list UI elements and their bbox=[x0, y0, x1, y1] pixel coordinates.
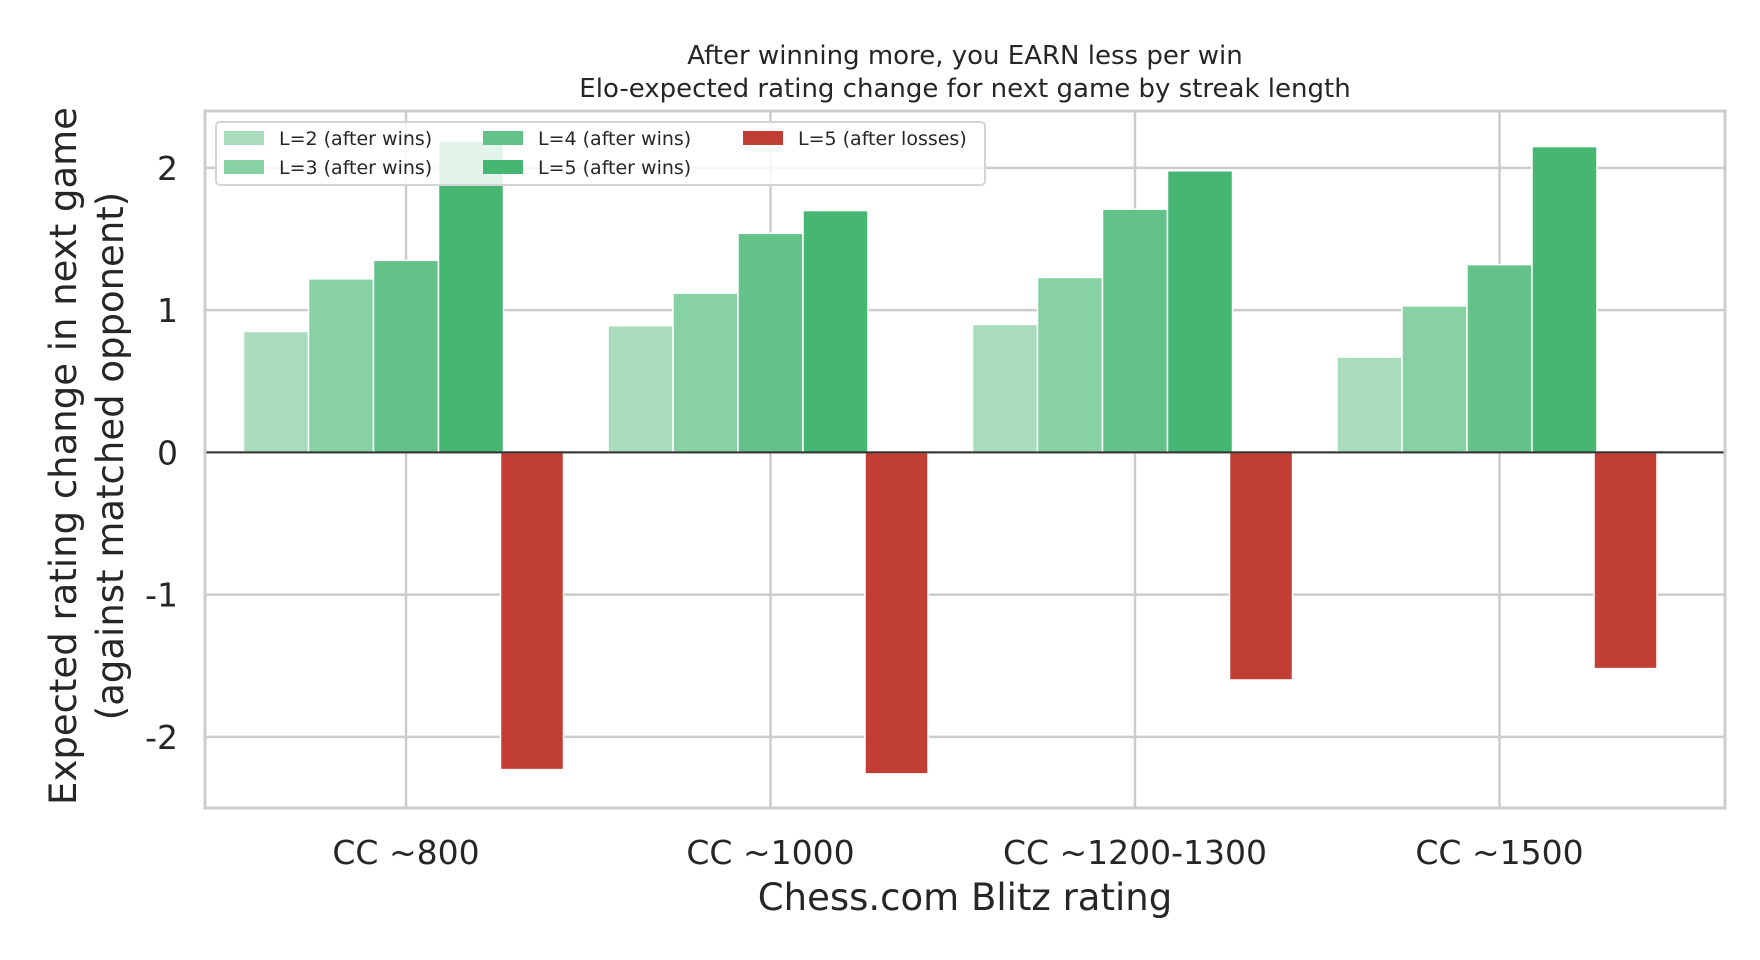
legend-swatch bbox=[224, 131, 264, 145]
plot-frame bbox=[203, 109, 1727, 810]
y-tick-label: 2 bbox=[157, 149, 178, 188]
y-tick-label: -1 bbox=[145, 576, 178, 615]
x-tick-label: CC ~800 bbox=[332, 833, 479, 872]
tick-labels: -2 -1 0 1 2 CC ~800 CC ~1000 CC ~1200-1300 CC ~1… bbox=[145, 149, 1584, 872]
legend-swatch bbox=[224, 160, 264, 174]
bar-l-3-after-wins-2 bbox=[672, 292, 739, 454]
y-tick-label: -2 bbox=[145, 718, 178, 757]
bar-l-5-after-losses-4 bbox=[1593, 451, 1658, 670]
x-tick-label: CC ~1000 bbox=[686, 833, 854, 872]
bar-l-4-after-wins-4 bbox=[1466, 263, 1533, 454]
bar-l-3-after-wins-3 bbox=[1036, 276, 1104, 454]
bar-l-4-after-wins-1 bbox=[372, 259, 440, 454]
legend-label: L=4 (after wins) bbox=[538, 128, 691, 150]
y-axis-label-line2: (against matched opponent) bbox=[89, 192, 132, 720]
legend-label: L=5 (after wins) bbox=[538, 157, 691, 179]
bar-l-2-after-wins-2 bbox=[607, 325, 674, 454]
legend-label: L=2 (after wins) bbox=[279, 128, 432, 150]
legend: L=2 (after wins) L=3 (after wins) L=4 (aft… bbox=[215, 121, 986, 186]
bar-l-4-after-wins-2 bbox=[737, 232, 804, 454]
legend-label: L=5 (after losses) bbox=[798, 128, 967, 150]
x-axis-label: Chess.com Blitz rating bbox=[758, 876, 1172, 919]
chart-title: After winning more, you EARN less per wi… bbox=[687, 41, 1243, 71]
bar-l-2-after-wins-1 bbox=[242, 330, 310, 454]
bar-l-5-after-losses-3 bbox=[1228, 451, 1294, 681]
bars bbox=[242, 140, 1658, 775]
x-tick-label: CC ~1500 bbox=[1415, 833, 1583, 872]
bar-l-3-after-wins-1 bbox=[307, 278, 375, 454]
bar-l-5-after-wins-3 bbox=[1166, 169, 1234, 454]
legend-swatch bbox=[483, 131, 523, 145]
bar-l-3-after-wins-4 bbox=[1401, 305, 1468, 454]
bar-l-5-after-losses-1 bbox=[499, 451, 565, 771]
chart-subtitle: Elo-expected rating change for next game… bbox=[579, 74, 1350, 104]
bar-l-4-after-wins-3 bbox=[1101, 208, 1169, 454]
bar-l-5-after-wins-4 bbox=[1531, 145, 1598, 454]
grid bbox=[205, 111, 1725, 808]
bar-l-2-after-wins-3 bbox=[971, 323, 1039, 454]
y-tick-label: 0 bbox=[157, 433, 178, 472]
bar-l-2-after-wins-4 bbox=[1336, 356, 1403, 454]
bar-l-5-after-wins-2 bbox=[802, 209, 869, 454]
legend-label: L=3 (after wins) bbox=[279, 157, 432, 179]
y-axis-label-line1: Expected rating change in next game bbox=[42, 107, 85, 805]
legend-box bbox=[215, 121, 986, 186]
bar-l-5-after-wins-1 bbox=[437, 140, 505, 454]
legend-swatch bbox=[483, 160, 523, 174]
x-tick-label: CC ~1200-1300 bbox=[1003, 833, 1267, 872]
legend-swatch bbox=[743, 131, 783, 145]
bar-l-5-after-losses-2 bbox=[864, 451, 929, 775]
y-tick-label: 1 bbox=[157, 291, 178, 330]
